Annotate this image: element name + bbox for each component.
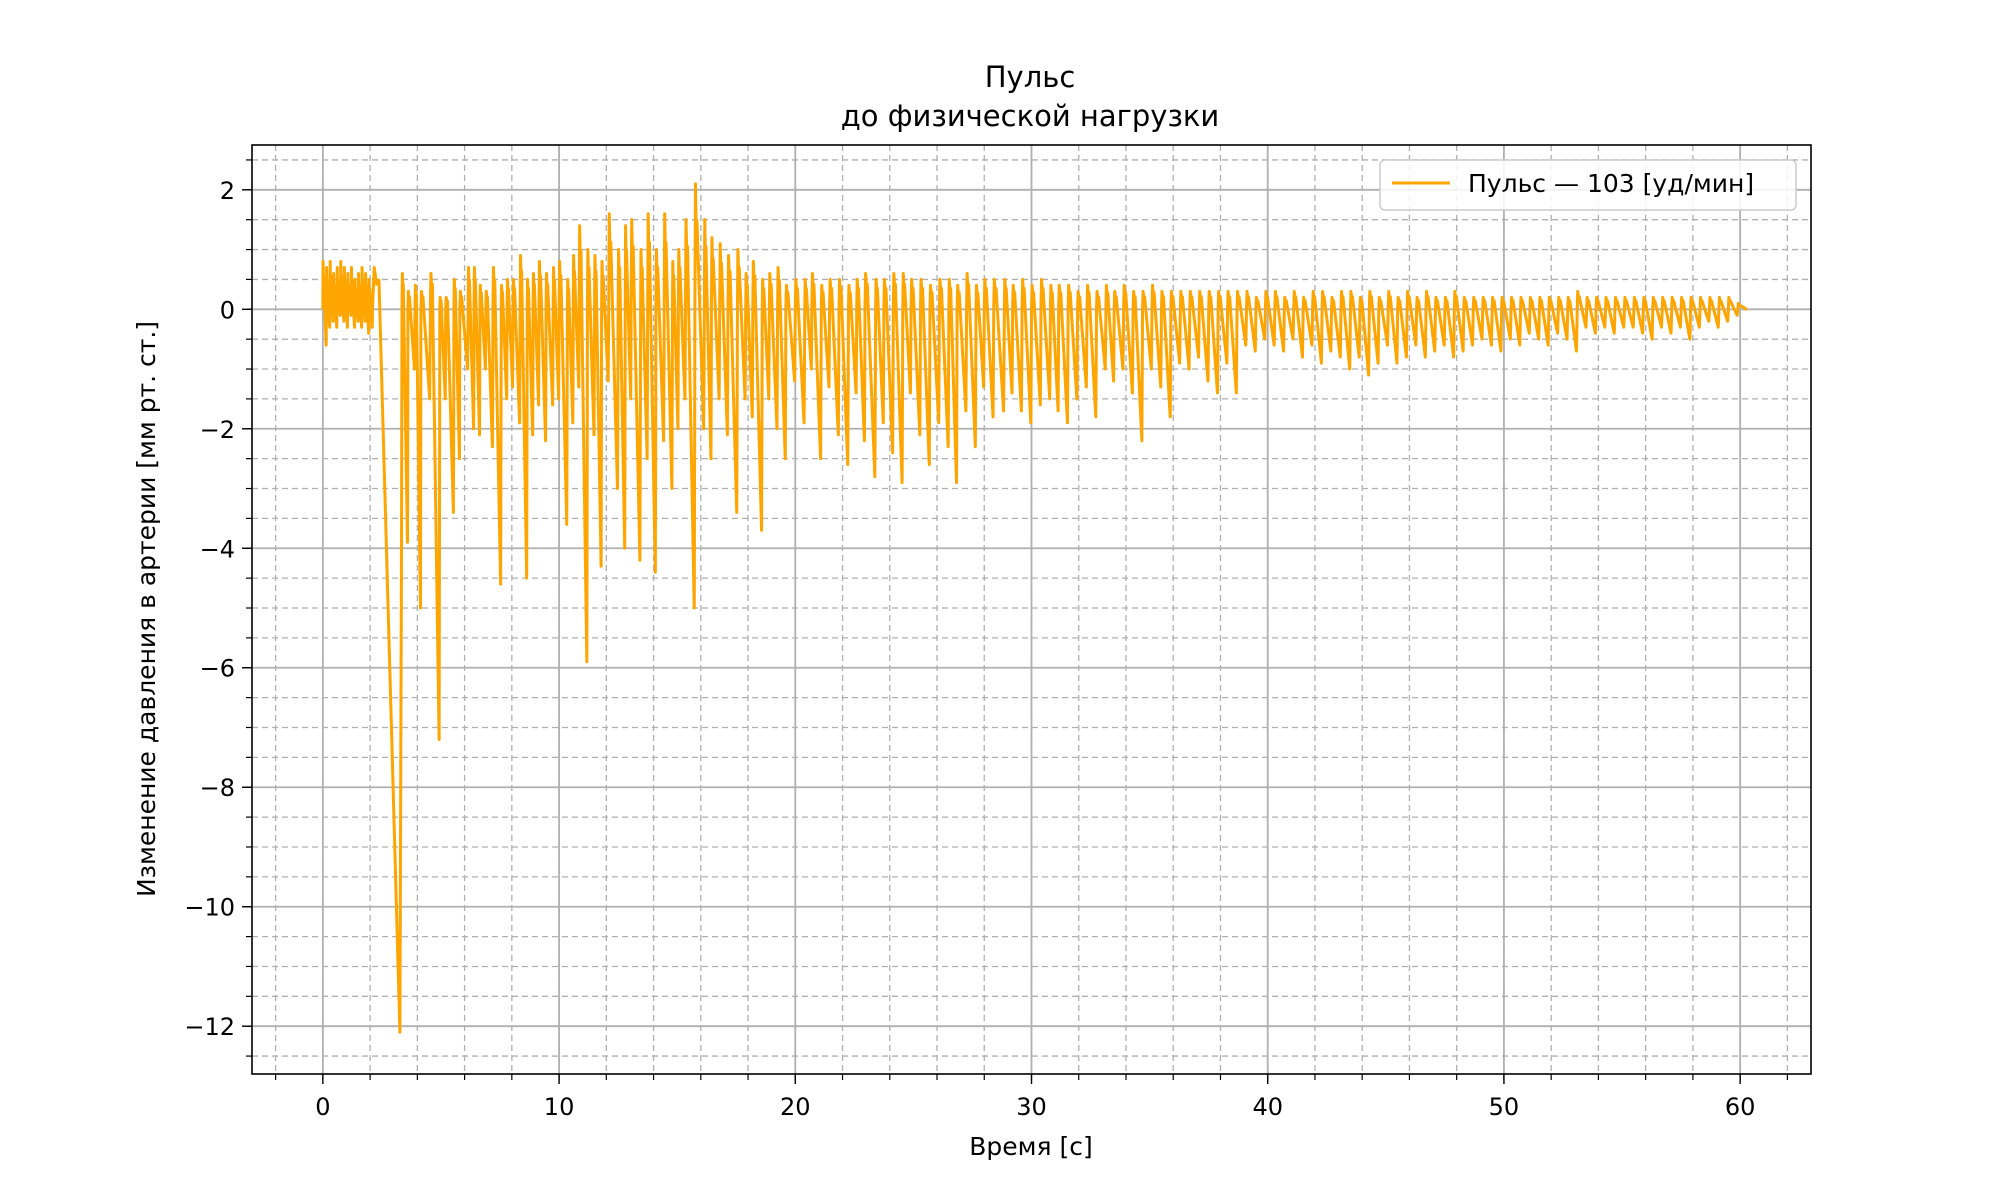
legend: Пульс — 103 [уд/мин] xyxy=(1379,159,1797,211)
x-tick-label: 0 xyxy=(315,1093,330,1121)
y-axis-label: Изменение давления в артерии [мм рт. ст.… xyxy=(132,321,161,897)
y-axis-ticks: 2 0 −2 −4 −6 −8 −10 −12 xyxy=(184,159,252,1057)
legend-label: Пульс — 103 [уд/мин] xyxy=(1468,169,1754,198)
y-tick-label: 2 xyxy=(220,177,235,205)
y-tick-label: 0 xyxy=(220,296,235,324)
x-axis-ticks: 0 10 20 30 40 50 60 xyxy=(275,1074,1788,1121)
y-tick-label: −10 xyxy=(184,894,235,922)
x-tick-label: 50 xyxy=(1489,1093,1520,1121)
x-axis-label: Время [с] xyxy=(969,1132,1093,1161)
x-tick-label: 60 xyxy=(1725,1093,1756,1121)
y-tick-label: −12 xyxy=(184,1013,235,1041)
x-tick-label: 30 xyxy=(1016,1093,1047,1121)
series-line-pulse xyxy=(321,182,1749,1034)
y-tick-label: −8 xyxy=(200,774,235,802)
chart-title-line2: до физической нагрузки xyxy=(841,99,1220,133)
legend-box xyxy=(1379,159,1797,211)
x-tick-label: 10 xyxy=(544,1093,575,1121)
y-tick-label: −2 xyxy=(200,416,235,444)
series-line-group xyxy=(321,182,1749,1034)
y-tick-label: −6 xyxy=(200,655,235,683)
x-tick-label: 20 xyxy=(780,1093,811,1121)
y-tick-label: −4 xyxy=(200,535,235,563)
x-tick-label: 40 xyxy=(1252,1093,1283,1121)
chart-title-line1: Пульс xyxy=(985,60,1076,94)
